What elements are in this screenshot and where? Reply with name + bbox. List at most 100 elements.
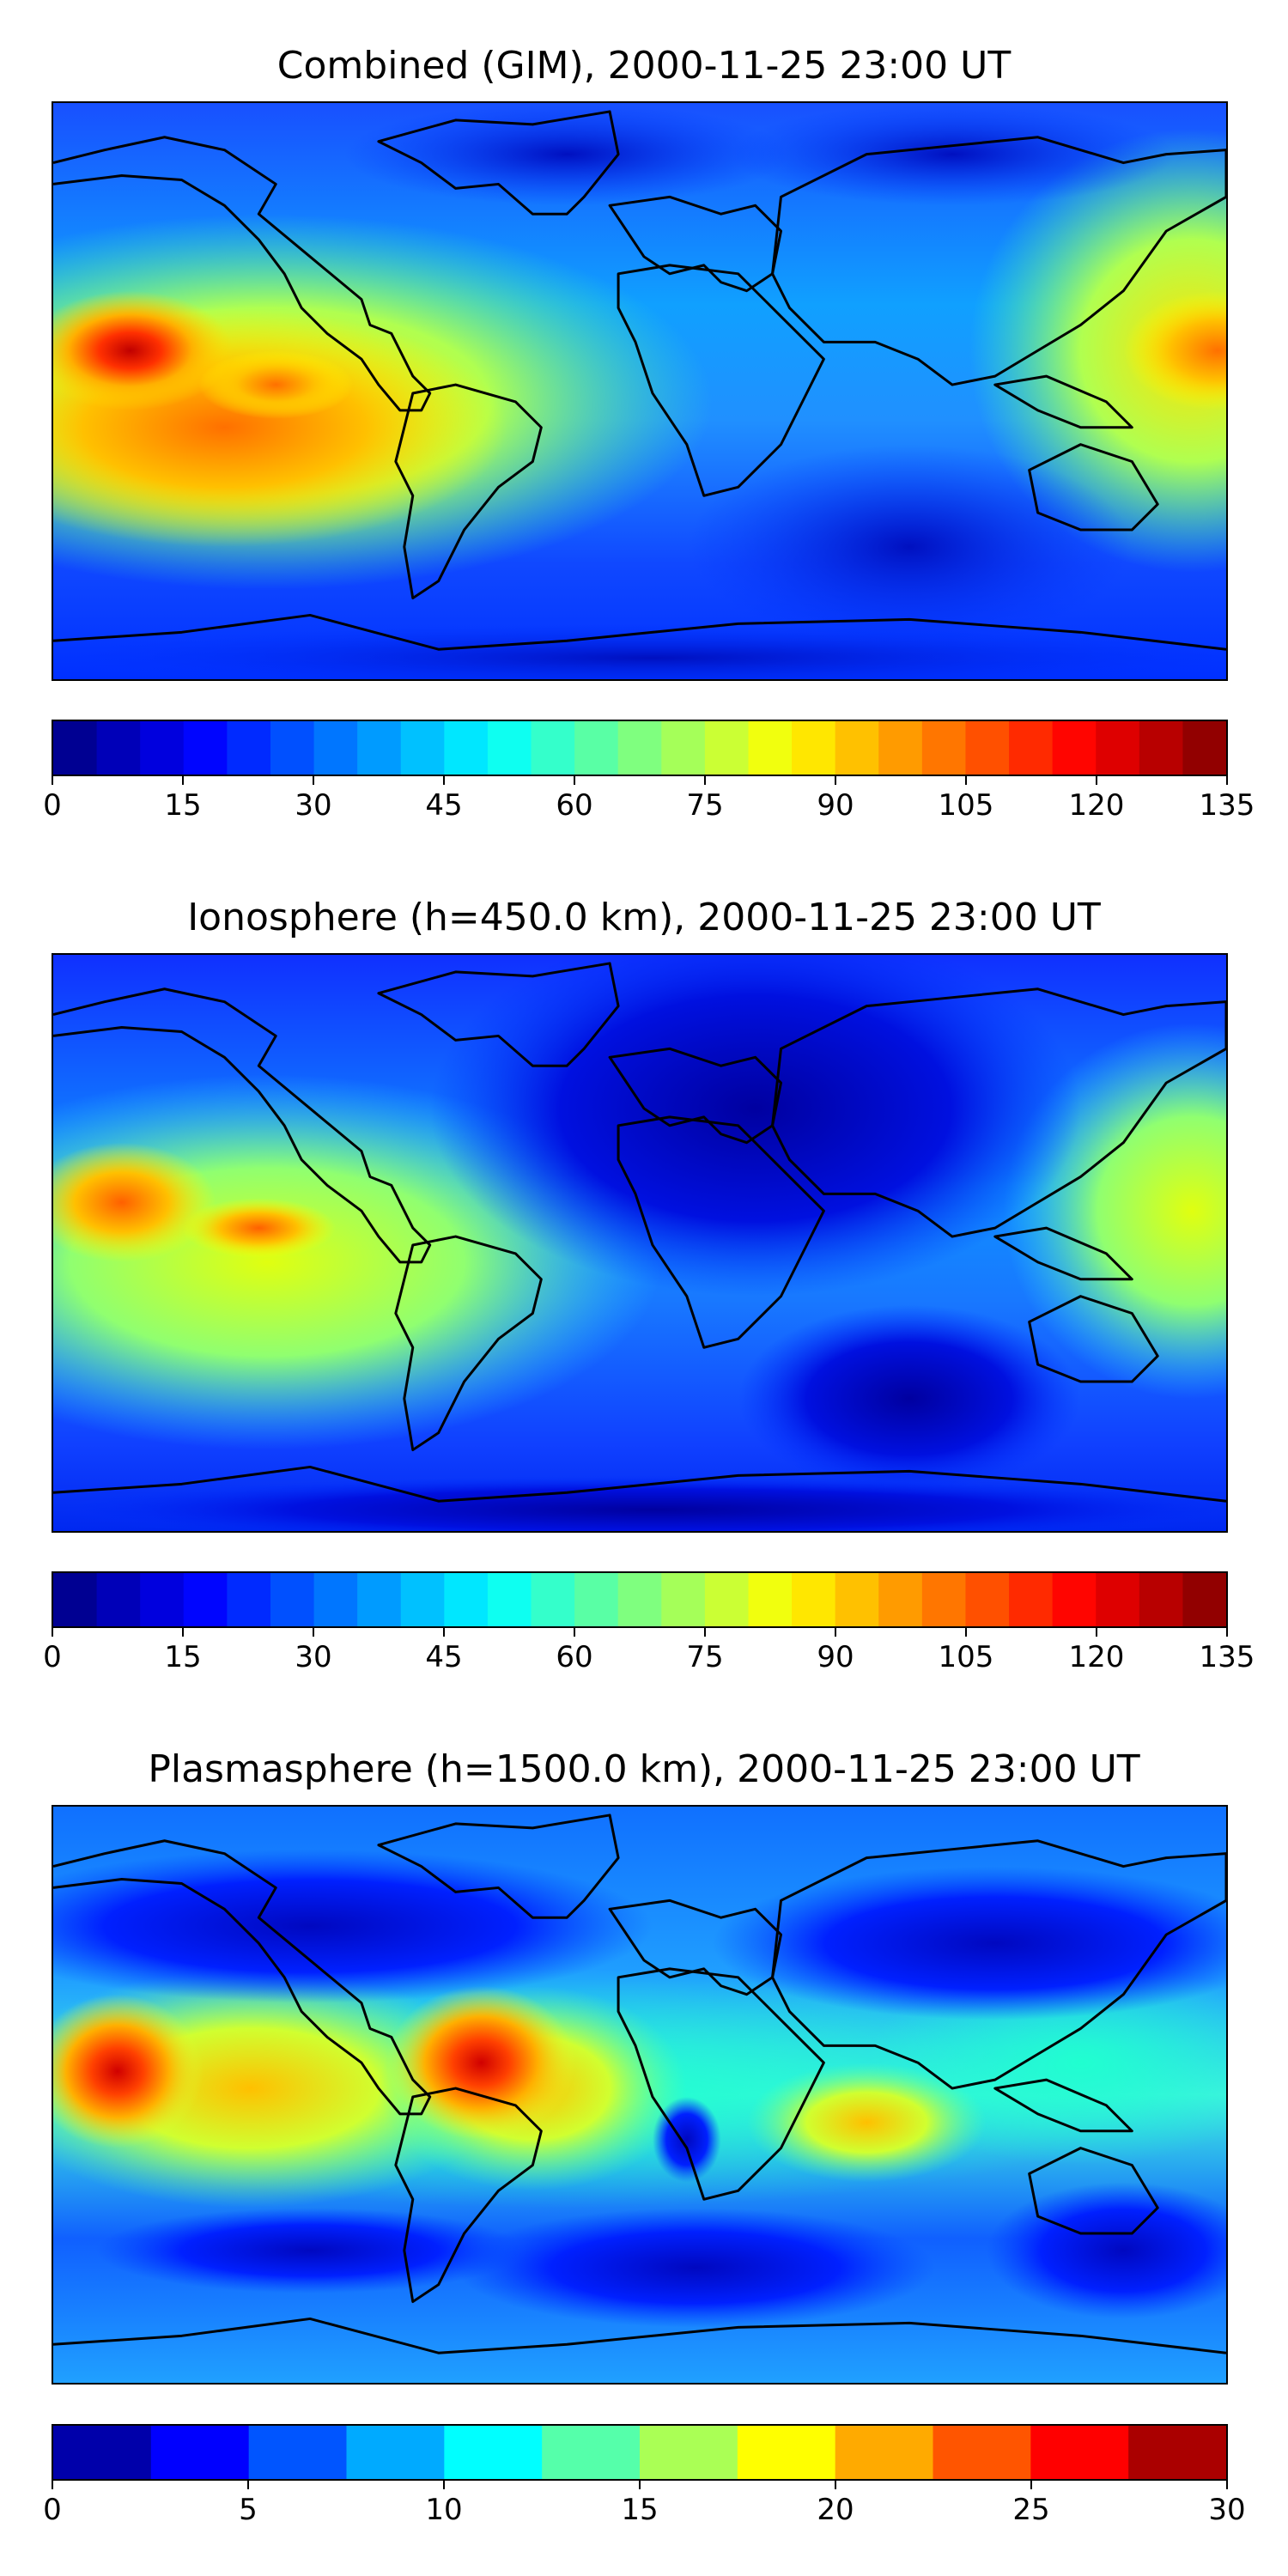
colorbar-swatch	[921, 721, 967, 775]
colorbar-tick	[182, 776, 184, 785]
colorbar-tick	[313, 1628, 314, 1637]
colorbar-swatch	[487, 1573, 532, 1626]
colorbar-swatch	[53, 1573, 98, 1626]
colorbar-swatch	[1096, 1573, 1140, 1626]
colorbar-tick-label: 90	[817, 1640, 854, 1674]
colorbar-swatch	[617, 721, 663, 775]
colorbar-tick-label: 120	[1068, 1640, 1125, 1674]
colorbar-tick-label: 15	[164, 788, 202, 823]
colorbar-tick	[639, 2481, 641, 2489]
colorbar-tick-label: 45	[425, 788, 463, 823]
map-plasmasphere	[52, 1805, 1228, 2385]
colorbar-tick-label: 15	[621, 2493, 659, 2527]
colorbar-swatch	[53, 2426, 154, 2479]
coastlines-combined	[53, 110, 1226, 651]
colorbar-swatch	[400, 721, 446, 775]
colorbar-tick	[1030, 2481, 1032, 2489]
colorbar-tick-label: 0	[43, 788, 62, 823]
map-combined	[52, 101, 1228, 681]
colorbar-tick	[835, 2481, 836, 2489]
panel-title-plasmasphere: Plasmasphere (h=1500.0 km), 2000-11-25 2…	[148, 1747, 1140, 1791]
colorbar-swatch	[1009, 1573, 1054, 1626]
colorbar-tick-label: 30	[295, 788, 332, 823]
tec-field-plasmasphere	[53, 1807, 1226, 2383]
colorbar-tick	[704, 1628, 706, 1637]
colorbar-swatch	[150, 2426, 251, 2479]
colorbar-swatches-combined	[53, 721, 1226, 775]
colorbar-tick	[965, 776, 967, 785]
colorbar-swatch	[270, 1573, 315, 1626]
colorbar-tick	[1226, 2481, 1228, 2489]
colorbar-swatch	[835, 1573, 880, 1626]
colorbar-swatch	[1128, 2426, 1226, 2479]
colorbar-tick-label: 20	[817, 2493, 854, 2527]
colorbar-swatch	[487, 721, 532, 775]
colorbar-swatch	[227, 1573, 271, 1626]
colorbar-swatch	[270, 721, 315, 775]
colorbar-tick-label: 75	[686, 1640, 724, 1674]
colorbar-tick	[52, 2481, 53, 2489]
colorbar-swatch	[357, 1573, 402, 1626]
colorbar-tick	[52, 1628, 53, 1637]
tec-field-ionosphere	[53, 955, 1226, 1531]
colorbar-swatch	[1139, 1573, 1184, 1626]
colorbar-swatch	[574, 1573, 619, 1626]
colorbar-tick	[313, 776, 314, 785]
colorbar-swatch	[400, 1573, 446, 1626]
colorbar-tick	[182, 1628, 184, 1637]
colorbar-tick-label: 135	[1199, 788, 1255, 823]
colorbar-swatch	[748, 721, 793, 775]
colorbar-tick-label: 60	[556, 1640, 593, 1674]
colorbar-swatch	[183, 721, 228, 775]
colorbar-swatches-ionosphere	[53, 1573, 1226, 1626]
colorbar-swatch	[248, 2426, 349, 2479]
colorbar-swatch	[140, 721, 185, 775]
colorbar-tick-label: 25	[1012, 2493, 1050, 2527]
colorbar-tick-label: 120	[1068, 788, 1125, 823]
colorbar-swatch	[933, 2426, 1033, 2479]
colorbar-plasmasphere	[52, 2424, 1228, 2481]
colorbar-tick-label: 15	[164, 1640, 202, 1674]
colorbar-swatch	[1030, 2426, 1131, 2479]
map-ionosphere	[52, 953, 1228, 1533]
colorbar-tick	[1096, 776, 1097, 785]
colorbar-swatch	[878, 721, 923, 775]
colorbar-swatch	[661, 721, 706, 775]
colorbar-swatch	[444, 1573, 489, 1626]
colorbar-swatch	[1182, 721, 1226, 775]
colorbar-swatch	[444, 721, 489, 775]
colorbar-swatch	[1009, 721, 1054, 775]
colorbar-swatch	[965, 721, 1011, 775]
colorbar-tick-label: 30	[1208, 2493, 1246, 2527]
colorbar-swatch	[227, 721, 271, 775]
colorbar-swatch	[835, 2426, 935, 2479]
colorbar-swatch	[183, 1573, 228, 1626]
colorbar-swatch	[1052, 1573, 1097, 1626]
colorbar-swatch	[444, 2426, 544, 2479]
colorbar-tick	[1096, 1628, 1097, 1637]
colorbar-swatch	[640, 2426, 740, 2479]
colorbar-swatch	[835, 721, 880, 775]
colorbar-swatch	[1139, 721, 1184, 775]
coastlines-ionosphere	[53, 962, 1226, 1503]
colorbar-tick	[574, 776, 575, 785]
colorbar-swatch	[574, 721, 619, 775]
colorbar-swatch	[661, 1573, 706, 1626]
colorbar-swatch	[748, 1573, 793, 1626]
colorbar-tick-label: 90	[817, 788, 854, 823]
colorbar-swatch	[1096, 721, 1140, 775]
tec-field-combined	[53, 103, 1226, 679]
colorbar-swatch	[704, 721, 750, 775]
colorbar-swatch	[1052, 721, 1097, 775]
colorbar-tick	[574, 1628, 575, 1637]
colorbar-tick	[835, 1628, 836, 1637]
colorbar-ionosphere	[52, 1571, 1228, 1628]
colorbar-tick	[965, 1628, 967, 1637]
colorbar-tick-label: 30	[295, 1640, 332, 1674]
colorbar-tick	[1226, 1628, 1228, 1637]
colorbar-tick	[247, 2481, 249, 2489]
colorbar-tick-label: 10	[425, 2493, 463, 2527]
colorbar-tick	[443, 1628, 445, 1637]
colorbar-swatch	[542, 2426, 642, 2479]
colorbar-tick	[443, 2481, 445, 2489]
